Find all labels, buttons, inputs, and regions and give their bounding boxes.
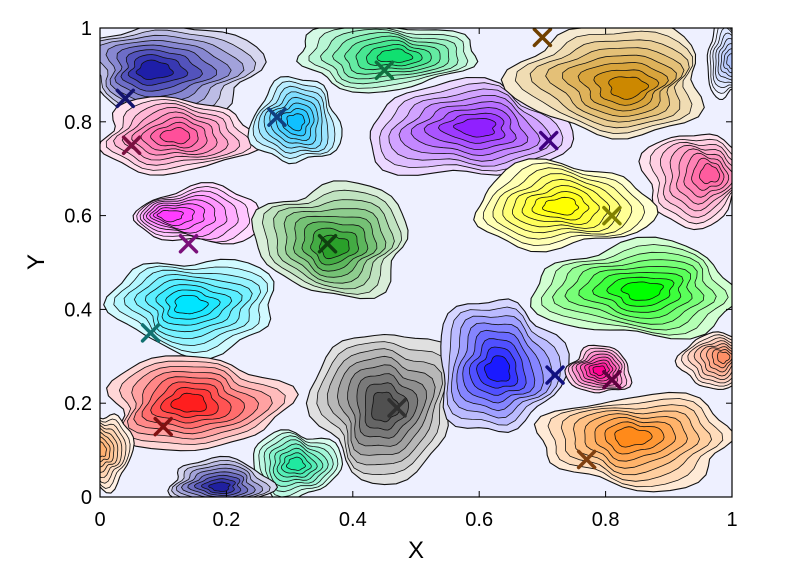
contour-region	[251, 180, 409, 300]
y-axis-label: Y	[23, 254, 50, 270]
peak-marker	[576, 449, 597, 470]
contour-level	[135, 59, 174, 80]
marker-stroke	[153, 416, 173, 437]
marker-stroke	[387, 398, 407, 418]
contour-region	[706, 28, 732, 101]
peak-marker	[532, 28, 553, 48]
peak-marker	[602, 205, 622, 226]
contour-level	[156, 210, 184, 223]
contour-region	[440, 298, 570, 433]
contour-region	[253, 429, 344, 497]
marker-stroke	[115, 88, 136, 109]
marker-stroke	[178, 233, 199, 254]
y-tick-label: 0.2	[64, 393, 92, 415]
peak-marker	[140, 323, 161, 343]
peak-marker	[153, 416, 173, 437]
contour-region	[106, 355, 299, 452]
y-tick-label: 1	[81, 18, 92, 40]
marker-stroke	[317, 233, 338, 254]
peak-markers	[115, 28, 622, 470]
peak-marker	[178, 233, 199, 254]
x-tick-label: 0.8	[592, 509, 620, 531]
contour-region	[305, 333, 456, 486]
x-tick-label: 0	[94, 509, 105, 531]
contour-level	[542, 196, 580, 216]
marker-stroke	[374, 60, 395, 80]
contour-level	[592, 365, 607, 376]
contour-level	[286, 456, 306, 471]
contour-region	[530, 236, 732, 340]
contour-level	[174, 295, 209, 315]
plot-frame	[99, 27, 733, 498]
x-axis-label: X	[408, 537, 424, 564]
y-tick-label: 0.6	[64, 206, 92, 228]
marker-stroke	[602, 205, 622, 226]
contour-region	[674, 331, 732, 390]
y-tick-label: 0	[81, 487, 92, 509]
contour-level	[620, 281, 664, 301]
marker-stroke	[538, 130, 559, 151]
peak-marker	[317, 233, 338, 254]
peak-marker	[374, 60, 395, 80]
peak-marker	[115, 88, 136, 109]
contour-level	[726, 53, 732, 69]
marker-stroke	[576, 449, 597, 470]
contour-region	[638, 133, 732, 231]
contour-level	[208, 481, 231, 492]
contour-level	[717, 351, 731, 364]
peak-marker	[387, 398, 407, 418]
x-tick-label: 0.2	[212, 509, 240, 531]
contour-region	[167, 455, 279, 497]
contour-level	[608, 76, 649, 100]
x-axis-ticks: 0 0.2 0.4 0.6 0.8 1	[94, 28, 738, 531]
contour-level	[614, 426, 653, 448]
contour-region	[533, 391, 732, 493]
peak-marker	[267, 107, 287, 127]
contour-level	[376, 48, 414, 63]
y-tick-label: 0.4	[64, 299, 92, 321]
contour-level	[453, 118, 497, 138]
contour-region	[100, 95, 265, 176]
x-tick-label: 0.4	[339, 509, 367, 531]
peak-marker	[545, 365, 565, 385]
contour-region	[473, 158, 659, 253]
contour-regions	[100, 28, 732, 497]
y-axis-ticks: 0 0.2 0.4 0.6 0.8 1	[64, 18, 732, 509]
marker-stroke	[140, 323, 161, 343]
contour-level	[286, 113, 306, 132]
contour-region	[247, 76, 343, 165]
contour-region	[564, 344, 633, 394]
peak-marker	[538, 130, 559, 151]
marker-stroke	[602, 370, 622, 390]
peak-marker	[121, 135, 142, 155]
contour-region	[132, 182, 263, 245]
contour-level	[159, 127, 191, 145]
x-tick-label: 1	[726, 509, 737, 531]
contour-level	[484, 355, 511, 382]
contour-level	[699, 163, 721, 185]
y-tick-label: 0.8	[64, 112, 92, 134]
peak-marker	[602, 370, 622, 390]
contour-level	[170, 392, 207, 413]
contour-region	[100, 413, 135, 494]
marker-stroke	[121, 135, 142, 155]
marker-stroke	[545, 365, 565, 385]
marker-stroke	[532, 28, 553, 48]
x-tick-label: 0.6	[465, 509, 493, 531]
contour-region	[369, 76, 575, 176]
contour-level	[100, 441, 107, 458]
contour-region	[500, 28, 705, 140]
contour-region	[296, 28, 479, 94]
marker-stroke	[267, 107, 287, 127]
